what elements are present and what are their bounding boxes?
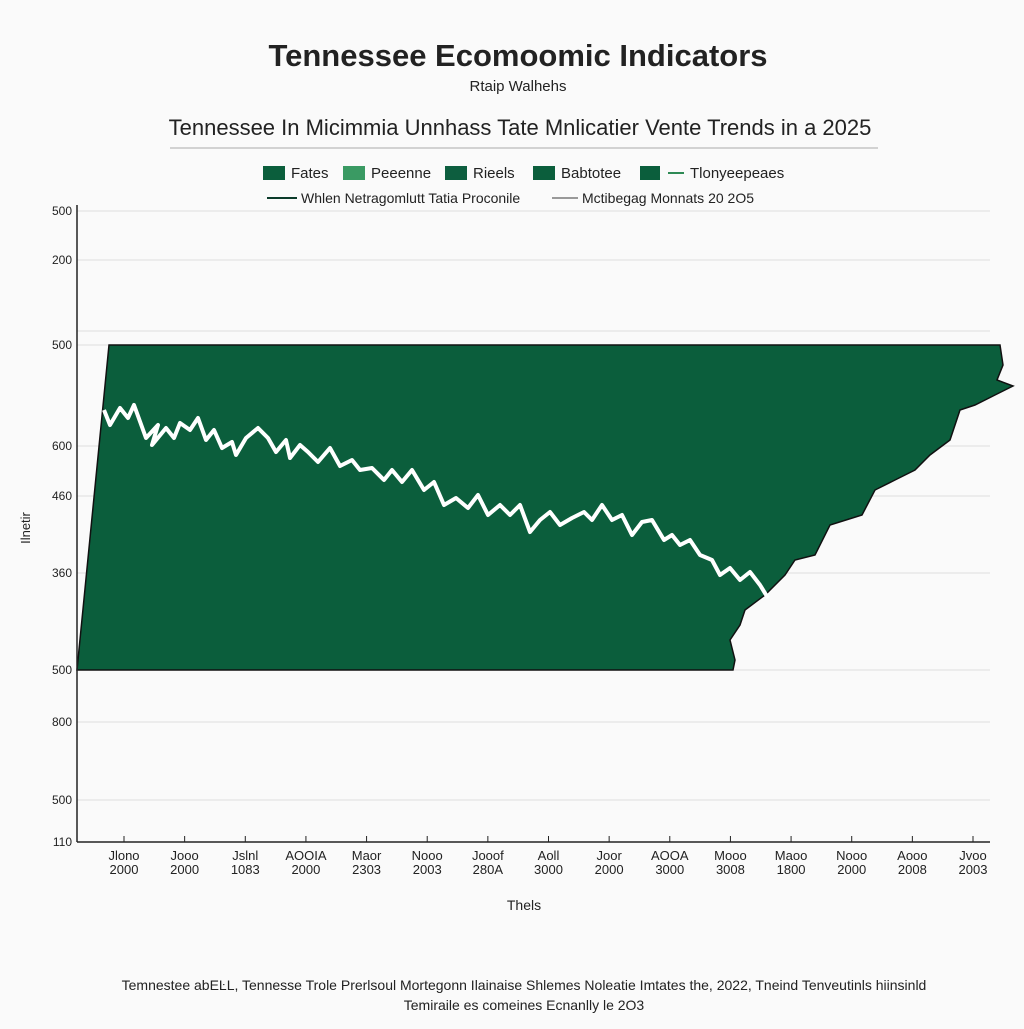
legend-label: Mctibegag Monnats 20 2O5 xyxy=(582,190,754,206)
legend-swatch xyxy=(640,166,660,180)
x-tick-label: Maor xyxy=(352,848,382,863)
x-tick-label: Maoo xyxy=(775,848,808,863)
x-tick-label: AOOIA xyxy=(285,848,327,863)
x-tick-label: Jooo xyxy=(171,848,199,863)
x-tick-label: Nooo xyxy=(836,848,867,863)
x-tick-label: Aooo xyxy=(897,848,927,863)
x-tick-label: AOOA xyxy=(651,848,689,863)
footnote: Temnestee abEĿL, Tennesse Trole Prerlsou… xyxy=(122,977,927,993)
x-tick-label: Aoll xyxy=(538,848,560,863)
x-tick-label: Jlono xyxy=(108,848,139,863)
footnote: Temiraile es comeines Ecnanlly le 2O3 xyxy=(404,997,645,1013)
x-tick-label: 2000 xyxy=(595,862,624,877)
legend-swatch xyxy=(263,166,285,180)
x-tick-label: 280A xyxy=(473,862,504,877)
y-tick-label: 500 xyxy=(52,793,72,807)
x-tick-label: 2000 xyxy=(291,862,320,877)
x-tick-label: Nooo xyxy=(412,848,443,863)
y-tick-label: 500 xyxy=(52,663,72,677)
legend-swatch xyxy=(445,166,467,180)
x-tick-label: 2003 xyxy=(413,862,442,877)
x-tick-label: Jslnl xyxy=(232,848,258,863)
x-tick-label: 3008 xyxy=(716,862,745,877)
legend-label: Babtotee xyxy=(561,165,621,182)
y-tick-label: 110 xyxy=(53,835,72,849)
x-tick-label: 2000 xyxy=(837,862,866,877)
green-area xyxy=(76,344,1015,671)
legend-label: Peeenne xyxy=(371,165,431,182)
heading: Tennessee In Micimmia Unnhass Tate Mnlic… xyxy=(169,115,872,140)
y-tick-label: 500 xyxy=(52,338,72,352)
y-tick-label: 800 xyxy=(52,715,72,729)
legend-label: Whlen Netragomlutt Tatia Proconile xyxy=(301,190,520,206)
title: Tennessee Ecomoomic Indicators xyxy=(268,38,767,73)
x-tick-label: 2008 xyxy=(898,862,927,877)
x-tick-label: Jvoo xyxy=(959,848,986,863)
x-tick-label: Joor xyxy=(596,848,622,863)
trend-line xyxy=(102,403,770,600)
legend-label: Tlonyeepeaes xyxy=(690,165,784,182)
x-tick-label: 2003 xyxy=(959,862,988,877)
legend-label: Rieels xyxy=(473,165,515,182)
legend-label: Fates xyxy=(291,165,329,182)
subtitle: Rtaip Walhehs xyxy=(470,78,567,95)
x-tick-label: 2303 xyxy=(352,862,381,877)
x-tick-label: 1800 xyxy=(777,862,806,877)
x-tick-label: 2000 xyxy=(110,862,139,877)
x-axis-title: Thels xyxy=(507,897,541,913)
x-tick-label: 3000 xyxy=(655,862,684,877)
x-tick-label: Mooo xyxy=(714,848,747,863)
y-tick-label: 360 xyxy=(52,566,72,580)
legend-swatch xyxy=(343,166,365,180)
legend-swatch xyxy=(533,166,555,180)
x-tick-label: 3000 xyxy=(534,862,563,877)
y-axis-title: Ilnetir xyxy=(18,511,33,543)
y-tick-label: 460 xyxy=(52,489,72,503)
x-tick-label: Jooof xyxy=(472,848,504,863)
y-tick-label: 600 xyxy=(52,439,72,453)
y-tick-label: 500 xyxy=(52,204,72,218)
y-tick-label: 200 xyxy=(52,253,72,267)
x-tick-label: 2000 xyxy=(170,862,199,877)
legend: Fates Peeenne Rieels Babtotee Tlonyeepeaes Wh… xyxy=(263,165,784,206)
x-tick-label: 1083 xyxy=(231,862,260,877)
